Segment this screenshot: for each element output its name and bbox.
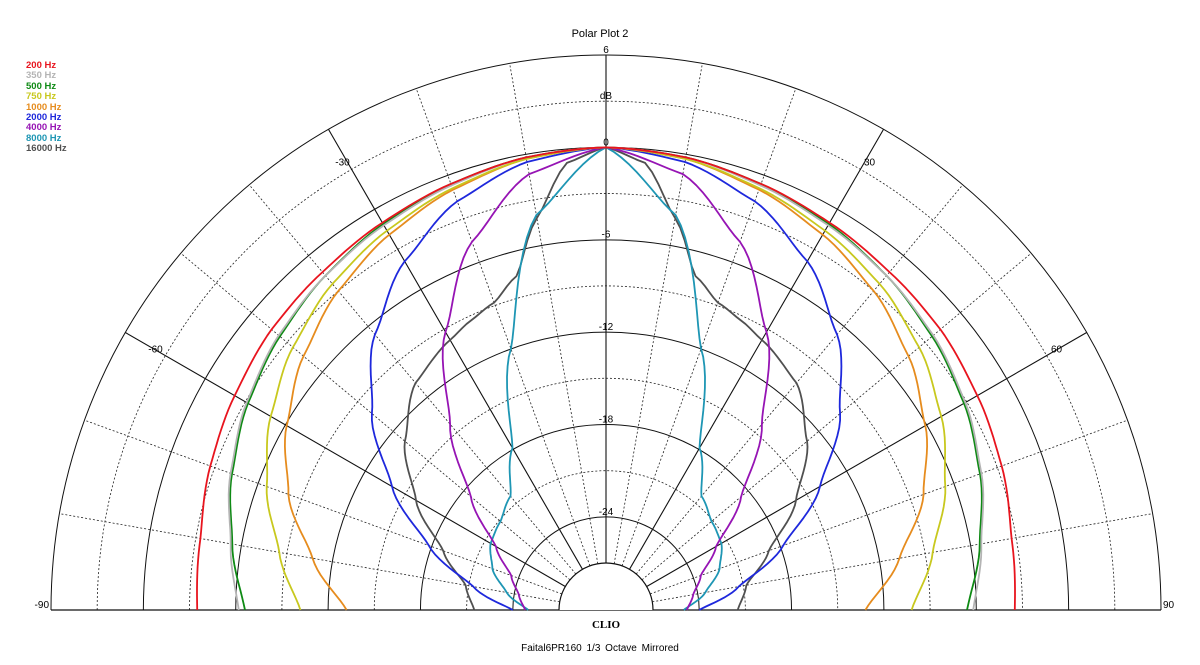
grid-ring-minor	[373, 377, 839, 611]
legend-entry: 350 Hz	[26, 70, 57, 82]
legend-entry: 500 Hz	[26, 80, 57, 92]
radial-tick-label: -6	[602, 230, 611, 241]
grid-spoke-minor	[613, 63, 703, 564]
chart-caption: Faital6PR160 1/3 Octave Mirrored	[521, 643, 679, 654]
angle-tick-label: -60	[148, 345, 163, 356]
legend-entry: 2000 Hz	[26, 112, 62, 124]
legend-entry: 8000 Hz	[26, 132, 62, 144]
radial-tick-label: -12	[599, 322, 614, 333]
grid-spoke-major	[629, 129, 884, 570]
radial-tick-label: -18	[599, 414, 614, 425]
grid-spoke-minor	[248, 184, 577, 575]
grid-spoke-major	[125, 332, 566, 587]
legend-entry: 4000 Hz	[26, 122, 62, 134]
grid-spoke-major	[646, 332, 1087, 587]
grid-spoke-minor	[650, 419, 1128, 595]
angle-tick-label: -90	[35, 600, 50, 611]
angle-tick-label: 30	[864, 158, 876, 169]
tick-labels: 6 dB 0 -6 -12 -18 -24 -90 -60 -30 30 60 90	[35, 45, 1175, 611]
legend-entry: 200 Hz	[26, 60, 57, 71]
legend-entry: 1000 Hz	[26, 101, 62, 113]
grid-spoke-minor	[621, 88, 797, 566]
legend-entry: 750 Hz	[26, 91, 57, 103]
series-curve-200-hz	[196, 146, 1016, 611]
angle-tick-label: 60	[1051, 345, 1063, 356]
grid-spoke-minor	[652, 513, 1153, 603]
legend: 200 Hz 350 Hz 500 Hz 750 Hz 1000 Hz 2000 Hz 40…	[26, 60, 67, 155]
grid-spoke-minor	[59, 513, 560, 603]
grid-spoke-minor	[415, 88, 591, 566]
radial-tick-label: 6	[603, 45, 609, 56]
grid-spoke-minor	[84, 419, 562, 595]
grid-ring-minor	[96, 100, 1116, 611]
clio-brand-text: CLIO	[592, 619, 621, 631]
angle-tick-label: 90	[1163, 600, 1175, 611]
grid-spoke-minor	[635, 184, 964, 575]
grid-spoke-minor	[641, 252, 1032, 581]
center-hub	[558, 562, 654, 611]
angle-tick-label: -30	[335, 158, 350, 169]
grid-spoke-minor	[180, 252, 571, 581]
grid-spoke-major	[328, 129, 583, 570]
radial-tick-label: dB	[600, 91, 613, 102]
chart-title: Polar Plot 2	[571, 28, 629, 40]
radial-tick-label: -24	[599, 507, 614, 518]
radial-tick-label: 0	[603, 137, 609, 148]
series-layer	[196, 146, 1016, 611]
grid-spoke-minor	[509, 63, 599, 564]
polar-grid	[50, 54, 1162, 611]
legend-entry: 16000 Hz	[26, 143, 67, 155]
